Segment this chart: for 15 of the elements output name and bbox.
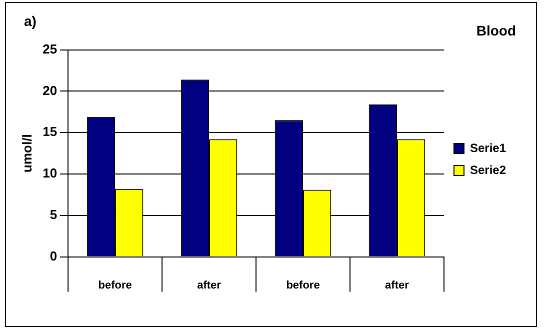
y-tick-label: 0 xyxy=(50,248,58,264)
x-tick-label: after xyxy=(385,279,410,292)
y-tick-label: 15 xyxy=(42,124,58,140)
text: Blood xyxy=(476,22,516,38)
x-tick-label: after xyxy=(197,279,222,292)
legend-label: Serie1 xyxy=(470,140,506,155)
text: a) xyxy=(24,12,36,29)
x-tick-label: before xyxy=(98,279,132,292)
legend-label: Serie2 xyxy=(470,162,506,177)
y-tick-label: 20 xyxy=(42,82,58,98)
y-axis-title: umol/l xyxy=(19,134,34,172)
y-tick-label: 5 xyxy=(50,206,58,222)
y-tick-label: 25 xyxy=(42,41,58,56)
x-tick-label: before xyxy=(286,279,320,292)
y-tick-label: 10 xyxy=(42,166,58,181)
